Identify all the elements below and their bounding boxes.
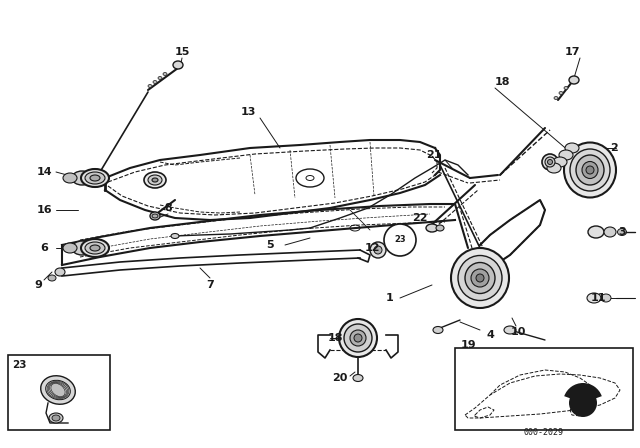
Text: 18: 18 bbox=[327, 333, 343, 343]
Text: 18: 18 bbox=[494, 77, 509, 87]
Ellipse shape bbox=[553, 157, 567, 167]
Circle shape bbox=[569, 389, 597, 417]
Ellipse shape bbox=[436, 225, 444, 231]
Ellipse shape bbox=[547, 163, 561, 173]
Text: 21: 21 bbox=[426, 150, 442, 160]
Text: 3: 3 bbox=[618, 227, 626, 237]
Ellipse shape bbox=[465, 263, 495, 293]
Text: 22: 22 bbox=[412, 213, 428, 223]
Ellipse shape bbox=[554, 96, 558, 99]
Ellipse shape bbox=[90, 245, 100, 251]
Ellipse shape bbox=[601, 294, 611, 302]
Ellipse shape bbox=[433, 327, 443, 333]
Ellipse shape bbox=[63, 243, 77, 253]
Ellipse shape bbox=[564, 86, 568, 90]
Ellipse shape bbox=[52, 415, 60, 421]
Ellipse shape bbox=[81, 169, 109, 187]
Text: 20: 20 bbox=[332, 373, 348, 383]
Circle shape bbox=[370, 242, 386, 258]
Text: 6: 6 bbox=[40, 243, 48, 253]
Text: 000-2029: 000-2029 bbox=[524, 428, 564, 437]
Ellipse shape bbox=[426, 224, 438, 232]
Ellipse shape bbox=[565, 143, 579, 153]
Text: 15: 15 bbox=[174, 47, 189, 57]
Text: 8: 8 bbox=[164, 203, 172, 213]
Ellipse shape bbox=[576, 155, 604, 185]
Circle shape bbox=[384, 224, 416, 256]
Wedge shape bbox=[564, 383, 602, 400]
Ellipse shape bbox=[471, 269, 489, 287]
Ellipse shape bbox=[504, 326, 516, 334]
Ellipse shape bbox=[153, 81, 157, 83]
Ellipse shape bbox=[458, 255, 502, 301]
Ellipse shape bbox=[604, 227, 616, 237]
Text: 11: 11 bbox=[590, 293, 605, 303]
Ellipse shape bbox=[171, 233, 179, 238]
Ellipse shape bbox=[476, 274, 484, 282]
Ellipse shape bbox=[55, 268, 65, 276]
Ellipse shape bbox=[163, 73, 167, 76]
Ellipse shape bbox=[350, 330, 366, 346]
Ellipse shape bbox=[158, 77, 162, 79]
Text: 9: 9 bbox=[34, 280, 42, 290]
Ellipse shape bbox=[152, 178, 158, 182]
Ellipse shape bbox=[586, 166, 594, 174]
Ellipse shape bbox=[148, 85, 152, 87]
Text: 13: 13 bbox=[240, 107, 256, 117]
Text: 23: 23 bbox=[12, 360, 26, 370]
Ellipse shape bbox=[542, 154, 558, 170]
Ellipse shape bbox=[564, 142, 616, 198]
Ellipse shape bbox=[144, 172, 166, 188]
Ellipse shape bbox=[90, 175, 100, 181]
Text: 4: 4 bbox=[486, 330, 494, 340]
Ellipse shape bbox=[559, 91, 563, 95]
Ellipse shape bbox=[559, 150, 573, 160]
Ellipse shape bbox=[570, 149, 610, 191]
Bar bbox=[8, 355, 110, 430]
Ellipse shape bbox=[173, 61, 183, 69]
Ellipse shape bbox=[152, 214, 158, 218]
Ellipse shape bbox=[63, 173, 77, 183]
Ellipse shape bbox=[72, 171, 92, 185]
Ellipse shape bbox=[618, 228, 627, 236]
Ellipse shape bbox=[353, 375, 363, 382]
Ellipse shape bbox=[339, 319, 377, 357]
Ellipse shape bbox=[587, 293, 601, 303]
Text: 17: 17 bbox=[564, 47, 580, 57]
Ellipse shape bbox=[451, 248, 509, 308]
Bar bbox=[455, 348, 633, 430]
Text: 5: 5 bbox=[266, 240, 274, 250]
Ellipse shape bbox=[354, 334, 362, 342]
Ellipse shape bbox=[81, 239, 109, 257]
Text: 14: 14 bbox=[36, 167, 52, 177]
Ellipse shape bbox=[582, 161, 598, 178]
Ellipse shape bbox=[150, 212, 160, 220]
Text: 1: 1 bbox=[386, 293, 394, 303]
Text: 16: 16 bbox=[36, 205, 52, 215]
Ellipse shape bbox=[45, 380, 70, 400]
Ellipse shape bbox=[41, 376, 76, 404]
Text: 7: 7 bbox=[206, 280, 214, 290]
Text: 19: 19 bbox=[460, 340, 476, 350]
Text: 2: 2 bbox=[610, 143, 618, 153]
Ellipse shape bbox=[588, 226, 604, 238]
Ellipse shape bbox=[569, 76, 579, 84]
Ellipse shape bbox=[547, 159, 552, 164]
Text: 10: 10 bbox=[510, 327, 525, 337]
Ellipse shape bbox=[48, 275, 56, 281]
Ellipse shape bbox=[545, 157, 555, 167]
Ellipse shape bbox=[49, 413, 63, 423]
Ellipse shape bbox=[85, 242, 105, 254]
Text: 23: 23 bbox=[394, 236, 406, 245]
Ellipse shape bbox=[85, 172, 105, 184]
Ellipse shape bbox=[344, 324, 372, 352]
Circle shape bbox=[374, 246, 382, 254]
Text: 12: 12 bbox=[364, 243, 380, 253]
Ellipse shape bbox=[148, 175, 162, 185]
Ellipse shape bbox=[72, 241, 92, 255]
